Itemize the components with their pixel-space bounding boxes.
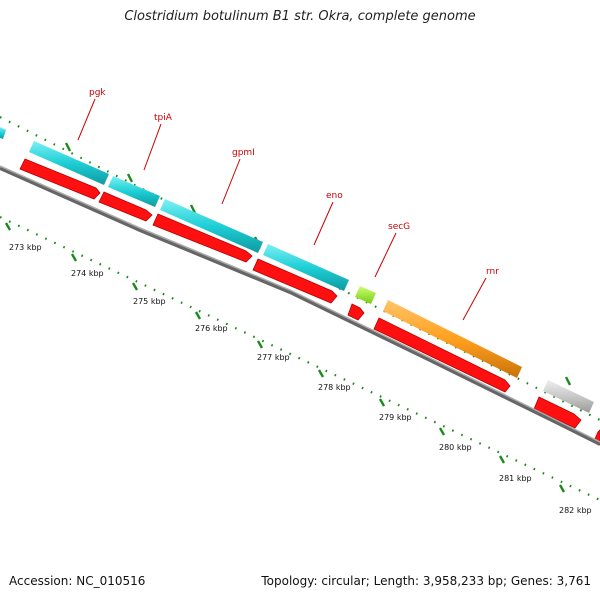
cds-arrow[interactable] bbox=[533, 396, 582, 429]
scale-tick bbox=[438, 427, 446, 436]
gene-block-eno[interactable] bbox=[263, 244, 349, 291]
scale-tick bbox=[256, 340, 264, 349]
scale-tick bbox=[131, 282, 139, 291]
leader-line bbox=[313, 201, 334, 246]
kbp-label: 282 kbp bbox=[559, 506, 592, 515]
kbp-label: 276 kbp bbox=[195, 324, 228, 333]
kbp-label: 274 kbp bbox=[71, 269, 104, 278]
gene-label-eno[interactable]: eno bbox=[326, 191, 343, 201]
kbp-label: 278 kbp bbox=[318, 383, 351, 392]
cds-arrows bbox=[19, 158, 600, 446]
cds-arrow[interactable] bbox=[252, 258, 338, 304]
map-title: Clostridium botulinum B1 str. Okra, comp… bbox=[124, 9, 476, 24]
kbp-labels: 273 kbp 274 kbp 275 kbp 276 kbp 277 kbp … bbox=[9, 243, 592, 515]
kbp-label: 280 kbp bbox=[439, 443, 472, 452]
scale-tick bbox=[317, 369, 325, 378]
scale-tick bbox=[558, 484, 566, 493]
scale-tick bbox=[498, 455, 506, 464]
leader-line bbox=[462, 277, 487, 321]
leader-line bbox=[374, 232, 397, 278]
scale-tick bbox=[194, 311, 202, 320]
gene-block-tpiA[interactable] bbox=[108, 176, 160, 207]
gene-block-rnr[interactable] bbox=[383, 300, 522, 378]
scale-tick bbox=[378, 398, 386, 407]
kbp-label: 273 kbp bbox=[9, 243, 42, 252]
forward-strand bbox=[0, 127, 594, 413]
kbp-label: 279 kbp bbox=[379, 413, 412, 422]
gene-label-rnr[interactable]: rnr bbox=[486, 267, 499, 277]
gene-block[interactable] bbox=[0, 127, 6, 139]
cds-arrow[interactable] bbox=[373, 317, 511, 393]
kbp-label: 281 kbp bbox=[499, 474, 532, 483]
gene-label-secG[interactable]: secG bbox=[388, 222, 410, 232]
leader-line bbox=[143, 123, 162, 171]
cds-arrow[interactable] bbox=[347, 303, 365, 321]
gene-block-gpmI[interactable] bbox=[160, 199, 263, 253]
gene-block[interactable] bbox=[543, 380, 594, 413]
gene-label-tpiA[interactable]: tpiA bbox=[154, 113, 173, 123]
cds-arrow[interactable] bbox=[98, 191, 153, 222]
gene-block-secG[interactable] bbox=[355, 286, 376, 304]
major-tick bbox=[126, 173, 134, 183]
leader-line bbox=[221, 158, 241, 205]
major-tick bbox=[189, 204, 197, 214]
scale-tick bbox=[4, 222, 12, 231]
accession-text: Accession: NC_010516 bbox=[9, 574, 146, 588]
major-tick bbox=[64, 142, 72, 152]
gene-label-pgk[interactable]: pgk bbox=[89, 88, 106, 98]
kbp-label: 277 kbp bbox=[257, 353, 290, 362]
scale-tick bbox=[70, 253, 78, 262]
kbp-label: 275 kbp bbox=[133, 297, 166, 306]
gene-labels: pgk tpiA gpmI eno secG rnr bbox=[77, 88, 499, 321]
genome-summary-text: Topology: circular; Length: 3,958,233 bp… bbox=[261, 574, 591, 588]
cds-arrow[interactable] bbox=[152, 213, 253, 263]
gene-block-pgk[interactable] bbox=[29, 141, 109, 185]
gene-label-gpmI[interactable]: gpmI bbox=[232, 148, 255, 158]
inner-scale bbox=[0, 216, 600, 501]
leader-line bbox=[77, 98, 96, 141]
genome-backbone bbox=[0, 165, 600, 446]
cds-arrow[interactable] bbox=[19, 158, 101, 200]
major-tick bbox=[564, 376, 572, 386]
